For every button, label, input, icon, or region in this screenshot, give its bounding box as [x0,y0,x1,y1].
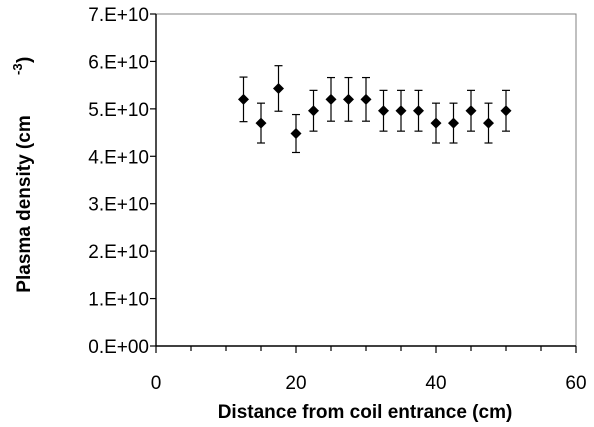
y-axis-label-group: Plasma density (cm -3 ) [10,57,35,293]
data-point-13 [465,105,477,117]
x-tick-label-0: 0 [151,373,162,394]
data-point-0 [238,93,249,105]
y-tick-marks [150,13,156,347]
data-point-2 [273,82,284,94]
y-axis-label-superscript: -3 [10,63,25,75]
data-point-9 [395,105,407,117]
y-axis-label: Plasma density (cm [14,115,35,292]
data-point-14 [483,117,494,129]
data-point-15 [500,105,512,117]
y-tick-label-6: 6.E+10 [88,52,149,73]
y-tick-label-1: 1.E+10 [88,290,149,311]
data-point-12 [448,117,459,129]
y-tick-label-0: 0.E+00 [88,337,149,358]
x-tick-label-3: 60 [565,373,586,394]
data-point-10 [413,105,424,117]
plot-area-frame [155,13,577,347]
y-tick-labels: 0.E+00 1.E+10 2.E+10 3.E+10 4.E+10 5.E+10 6.E+… [88,5,149,358]
data-point-11 [430,117,442,129]
x-tick-labels: 0 20 40 60 [151,373,587,394]
data-point-7 [360,93,372,105]
x-tick-marks [155,346,577,353]
data-points [238,82,512,140]
y-tick-label-7: 7.E+10 [88,5,149,26]
x-axis-label: Distance from coil entrance (cm) [218,402,513,423]
data-point-5 [325,93,337,105]
y-axis-label-close: ) [14,57,35,63]
y-tick-label-2: 2.E+10 [88,242,149,263]
data-point-6 [343,93,354,105]
y-tick-label-5: 5.E+10 [88,100,149,121]
x-tick-label-2: 40 [425,373,446,394]
y-tick-label-3: 3.E+10 [88,195,149,216]
y-tick-label-4: 4.E+10 [88,147,149,168]
data-point-1 [255,117,267,129]
data-point-4 [308,105,319,117]
data-point-3 [290,128,302,140]
x-tick-label-1: 20 [285,373,306,394]
data-point-8 [378,105,389,117]
